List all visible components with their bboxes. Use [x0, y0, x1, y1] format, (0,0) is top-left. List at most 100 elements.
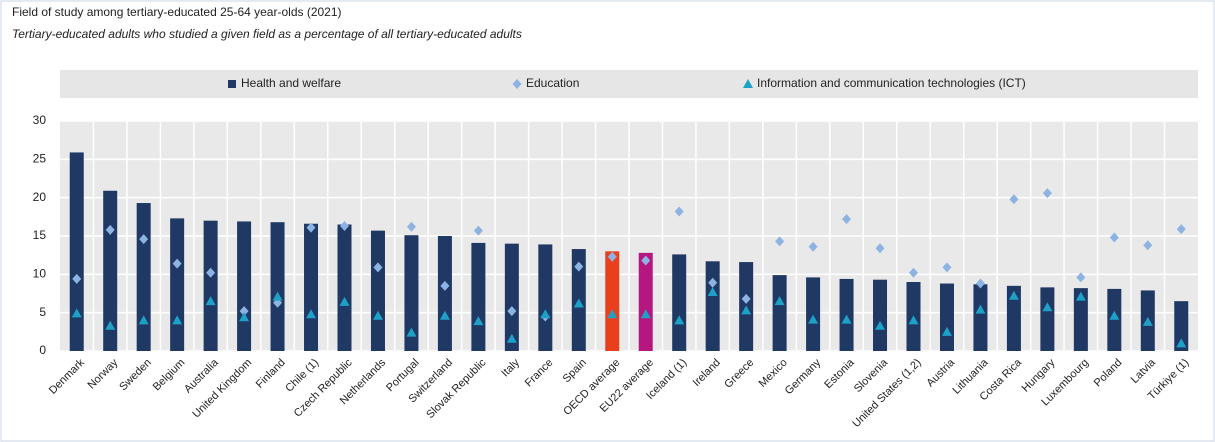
point [138, 315, 149, 325]
point [339, 296, 350, 306]
point [406, 327, 417, 337]
legend-label: Information and communication technologi… [757, 76, 1026, 90]
point [406, 221, 416, 232]
point [206, 267, 216, 278]
chart-title: Field of study among tertiary-educated 2… [12, 5, 342, 19]
bar [69, 152, 84, 351]
legend [60, 70, 1198, 98]
bar [1107, 288, 1122, 351]
x-tick-label: France [523, 357, 556, 390]
bar [772, 275, 787, 351]
bar [638, 252, 653, 351]
point [573, 298, 584, 308]
point [439, 310, 450, 320]
x-tick-label: Denmark [47, 356, 87, 396]
point [1042, 302, 1053, 312]
x-tick-label: Austria [924, 356, 957, 389]
chart-subtitle: Tertiary-educated adults who studied a g… [12, 27, 522, 41]
point [674, 315, 685, 325]
point [607, 309, 618, 319]
point [574, 261, 584, 272]
point [1176, 338, 1187, 348]
point [1109, 310, 1120, 320]
bar [437, 236, 452, 351]
point [1042, 188, 1052, 199]
point [105, 224, 115, 235]
point [473, 225, 483, 236]
bar [370, 230, 385, 351]
point [674, 206, 684, 217]
point [172, 315, 183, 325]
y-tick-label: 15 [33, 228, 47, 242]
point [105, 320, 116, 330]
point [875, 243, 885, 254]
x-tick-label: Czech Republic [292, 356, 355, 419]
point [372, 310, 383, 320]
point [507, 306, 517, 317]
bar [304, 223, 319, 351]
point [239, 306, 249, 317]
point [607, 251, 617, 262]
point [1008, 290, 1019, 300]
point [640, 309, 651, 319]
point [139, 234, 149, 245]
point [1075, 291, 1086, 301]
point [71, 308, 82, 318]
legend-swatch [743, 79, 753, 88]
point [1143, 240, 1153, 251]
bar [471, 242, 486, 351]
y-tick-label: 0 [39, 343, 46, 357]
bar [136, 203, 151, 351]
y-tick-label: 25 [33, 152, 47, 166]
x-tick-label: Spain [561, 357, 589, 385]
point [306, 222, 316, 233]
point [473, 316, 484, 326]
bar [203, 220, 218, 351]
bar [939, 283, 954, 351]
point [1142, 316, 1153, 326]
point [440, 280, 450, 291]
y-tick-label: 5 [39, 305, 46, 319]
point [1009, 194, 1019, 205]
y-tick-label: 10 [33, 267, 47, 281]
x-tick-label: Italy [499, 356, 522, 379]
bar [806, 277, 821, 351]
point [172, 258, 182, 269]
legend-swatch [228, 80, 236, 88]
x-tick-label: Greece [722, 357, 756, 391]
point [1176, 224, 1186, 235]
point [808, 314, 819, 324]
y-tick-label: 20 [33, 190, 47, 204]
point [841, 314, 852, 324]
bar [538, 244, 553, 351]
point [306, 309, 317, 319]
bar [1040, 287, 1055, 351]
x-tick-label: Mexico [757, 357, 790, 390]
point [72, 273, 82, 284]
point [340, 221, 349, 232]
point [641, 255, 651, 266]
bar [170, 218, 185, 351]
point [540, 309, 551, 319]
point [975, 278, 985, 289]
point [975, 304, 986, 314]
x-tick-label: Ireland [691, 357, 723, 389]
point [908, 315, 919, 325]
point [741, 293, 751, 304]
bar [1073, 288, 1088, 351]
legend-label: Education [526, 76, 579, 90]
point [272, 291, 283, 301]
point [941, 326, 952, 336]
point [1109, 232, 1119, 243]
point [942, 262, 952, 273]
point [373, 262, 383, 273]
bar [705, 261, 720, 351]
x-tick-label: Slovak Republic [424, 356, 489, 421]
bar [1006, 285, 1021, 351]
bar [873, 279, 888, 351]
point [741, 305, 752, 315]
legend-swatch [512, 79, 522, 89]
x-tick-label: Latvia [1129, 356, 1159, 386]
x-tick-label: United Kingdom [190, 357, 254, 421]
